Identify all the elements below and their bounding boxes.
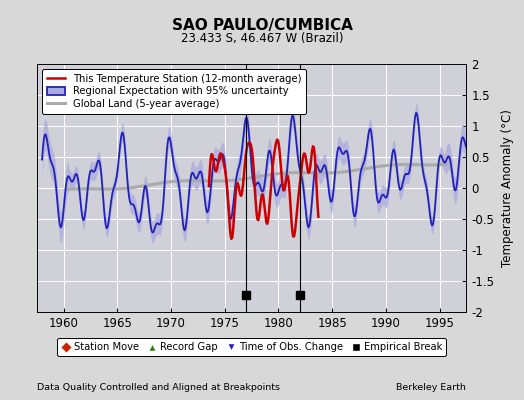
Legend: This Temperature Station (12-month average), Regional Expectation with 95% uncer: This Temperature Station (12-month avera… [42,69,306,114]
Text: 23.433 S, 46.467 W (Brazil): 23.433 S, 46.467 W (Brazil) [181,32,343,45]
Text: Berkeley Earth: Berkeley Earth [397,383,466,392]
Text: Data Quality Controlled and Aligned at Breakpoints: Data Quality Controlled and Aligned at B… [37,383,280,392]
Y-axis label: Temperature Anomaly (°C): Temperature Anomaly (°C) [501,109,514,267]
Legend: Station Move, Record Gap, Time of Obs. Change, Empirical Break: Station Move, Record Gap, Time of Obs. C… [57,338,446,356]
Text: SAO PAULO/CUMBICA: SAO PAULO/CUMBICA [171,18,353,33]
